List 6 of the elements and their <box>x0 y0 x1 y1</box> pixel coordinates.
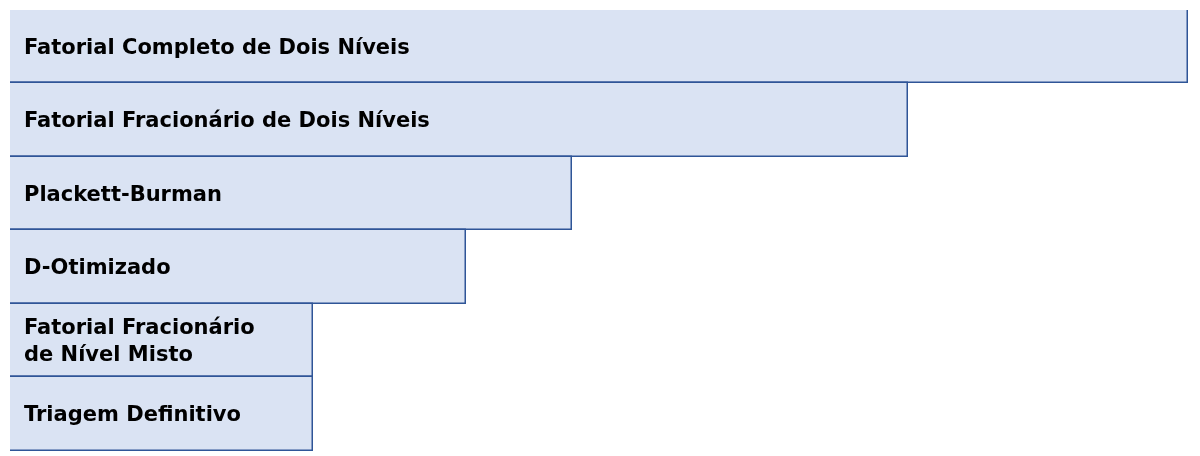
y-tick-label: Triagem Definitivo <box>24 402 241 426</box>
y-tick-label: Fatorial Fracionário de Dois Níveis <box>24 108 430 132</box>
y-tick-label: Fatorial Fracionário de Nível Misto <box>24 315 255 367</box>
y-tick-label: D-Otimizado <box>24 255 171 279</box>
y-tick-label: Fatorial Completo de Dois Níveis <box>24 35 410 59</box>
y-tick-label: Plackett-Burman <box>24 182 222 206</box>
